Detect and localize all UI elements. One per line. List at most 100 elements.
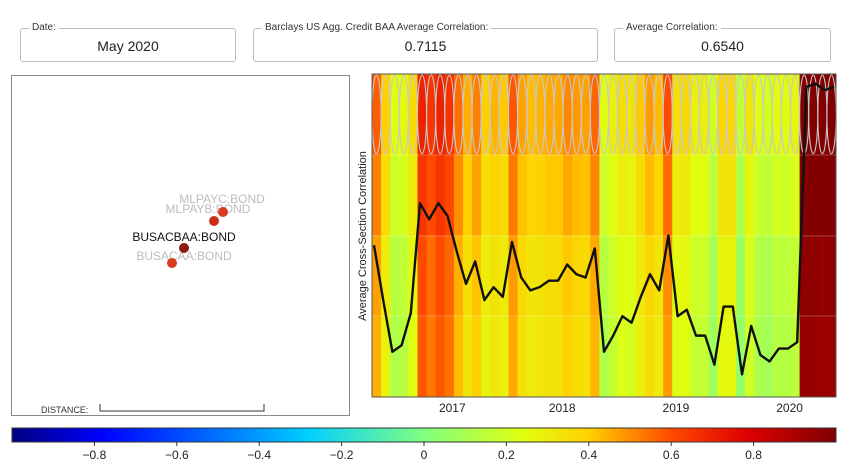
heatmap-cell [535, 74, 546, 156]
heatmap-cell [590, 235, 600, 317]
heatmap-cell [508, 235, 519, 317]
heatmap-cell [572, 235, 582, 317]
heatmap-cell [490, 74, 500, 156]
heatmap-cell [417, 316, 428, 397]
date-value: May 2020 [97, 38, 159, 54]
heatmap-cell [808, 316, 819, 397]
heatmap-cell [590, 154, 600, 236]
heatmap-cell [772, 74, 782, 156]
heatmap-cell [535, 316, 546, 397]
heatmap-cell [399, 235, 409, 317]
heatmap-cell [453, 316, 464, 397]
heatmap-cell [581, 154, 591, 236]
heatmap-cell [690, 154, 701, 236]
plot-frame [371, 73, 837, 398]
heatmap-cell [826, 74, 836, 156]
heatmap-cell [708, 74, 719, 156]
distance-scale-bar [99, 404, 265, 412]
heatmap-cell [435, 74, 446, 156]
heatmap-cell [635, 154, 646, 236]
heatmap-cell [599, 235, 610, 317]
heatmap-cell [599, 74, 610, 156]
heatmap-cell [635, 74, 646, 156]
heatmap-cell [726, 316, 737, 397]
heatmap-cell [654, 235, 664, 317]
heatmap-cell [499, 235, 509, 317]
heatmap-cell [663, 316, 673, 397]
heatmap-cell [372, 316, 382, 397]
heatmap-cell [717, 154, 728, 236]
heatmap-cell [553, 316, 564, 397]
heatmap-cell [790, 235, 801, 317]
heatmap-cell [499, 74, 509, 156]
colorbar-tick-label: 0.2 [498, 448, 515, 462]
node-busacaa[interactable] [167, 258, 177, 268]
heatmap-cell [826, 154, 836, 236]
x-axis-ticks: 2017 2018 2019 2020 [439, 401, 803, 415]
node-mlpayc[interactable] [218, 207, 228, 217]
heatmap-cell [526, 74, 537, 156]
heatmap-cell [681, 316, 691, 397]
colorbar-tick-label: 0 [421, 448, 428, 462]
heatmap-cell [790, 154, 801, 236]
average-correlation-box: Average Correlation: 0.6540 [614, 22, 831, 62]
heatmap-cell [754, 154, 764, 236]
colorbar: −0.8 −0.6 −0.4 −0.2 0 0.2 0.4 0.6 0.8 [11, 427, 837, 462]
heatmap-cell [590, 74, 600, 156]
heatmap-cell [572, 74, 582, 156]
heatmap-cell [608, 316, 619, 397]
heatmap-cell [399, 154, 409, 236]
heatmap-cell [408, 316, 418, 397]
heatmap-cell [826, 316, 836, 397]
heatmap-cell [699, 235, 710, 317]
heatmap-cell [572, 316, 582, 397]
heatmap-cell [763, 235, 773, 317]
heatmap-cell [763, 74, 773, 156]
heatmap-cell [472, 235, 482, 317]
heatmap-cell [517, 316, 528, 397]
heatmap-cell [563, 316, 573, 397]
network-panel[interactable]: MLPAYC:BOND MLPAYB:BOND BUSACAA:BOND BUS… [11, 75, 350, 416]
x-tick-label: 2017 [439, 401, 466, 415]
heatmap-cell [681, 154, 691, 236]
heatmap-cell [654, 154, 664, 236]
heatmap-cell [426, 235, 437, 317]
heatmap-cell [381, 235, 391, 317]
heatmap-cell [726, 154, 737, 236]
heatmap-cell [381, 74, 391, 156]
heatmap-cell [390, 235, 400, 317]
hover-marker [826, 74, 836, 155]
heatmap-cell [735, 74, 746, 156]
heatmap-cell [654, 74, 664, 156]
correlation-chart[interactable]: Average Cross-Section Correlation 2017 20… [0, 0, 850, 420]
heatmap-cell [390, 154, 400, 236]
heatmap-cell [526, 154, 537, 236]
heatmap-cell [763, 316, 773, 397]
heatmap-cell [772, 154, 782, 236]
heatmap-cell [517, 154, 528, 236]
heatmap-cell [490, 235, 500, 317]
colorbar-tick-label: −0.8 [83, 448, 107, 462]
heatmap-cell [563, 235, 573, 317]
heatmap-cell [644, 316, 655, 397]
colorbar-tick-label: −0.6 [165, 448, 189, 462]
heatmap-cell [781, 235, 792, 317]
heatmap-cell [444, 74, 455, 156]
heatmap-cell [672, 154, 682, 236]
heatmap-cell [444, 316, 455, 397]
heatmap-cell [808, 154, 819, 236]
node-label-mlpayc: MLPAYC:BOND [179, 192, 265, 206]
correlation-series-line [372, 82, 835, 376]
node-mlpayb[interactable] [209, 216, 219, 226]
heatmap-cell [399, 316, 409, 397]
heatmap-cell [426, 74, 437, 156]
heatmap-cell [754, 235, 764, 317]
node-busacbaa[interactable] [179, 243, 189, 253]
heatmap-cell [781, 74, 792, 156]
heatmap-cell [563, 154, 573, 236]
heatmap-cell [417, 154, 428, 236]
heatmap-cell [717, 316, 728, 397]
average-correlation-label: Average Correlation: [623, 22, 721, 34]
heatmap-cell [772, 235, 782, 317]
heatmap-cell [517, 235, 528, 317]
